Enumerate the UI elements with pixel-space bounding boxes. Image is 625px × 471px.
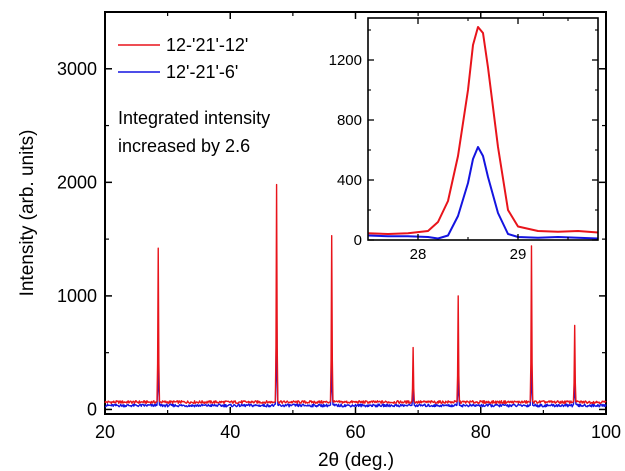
inset-y-tick-label: 1200 [329,52,362,69]
x-tick-label: 80 [471,422,491,442]
inset-y-tick-label: 800 [337,112,362,129]
inset-y-tick-label: 400 [337,172,362,189]
inset-series-group [367,26,599,240]
inset-series-line-blue [367,146,599,240]
inset-series-line-red [367,26,599,235]
y-tick-label: 0 [87,399,97,419]
x-tick-label: 40 [220,422,240,442]
inset-axis-ticks: 28 29 0 400 800 1200 [329,18,598,263]
inset-x-tick-label: 28 [410,246,427,263]
x-tick-label: 60 [345,422,365,442]
legend: 12-'21'-12' 12'-21'-6' [118,35,248,82]
main-series-group [104,183,607,408]
y-axis-label: Intensity (arb. units) [17,130,38,297]
x-tick-label: 20 [95,422,115,442]
y-tick-label: 3000 [57,59,97,79]
series-line-blue [104,290,607,408]
annotation-line-1: Integrated intensity [118,108,270,128]
legend-label-blue: 12'-21'-6' [166,62,238,82]
x-axis-label: 2θ (deg.) [318,450,394,471]
inset-plot-background [368,18,598,240]
legend-label-red: 12-'21'-12' [166,35,248,55]
inset-y-tick-label: 0 [354,232,362,249]
annotation: Integrated intensity increased by 2.6 [118,108,270,156]
x-tick-label: 100 [591,422,621,442]
annotation-line-2: increased by 2.6 [118,136,250,156]
y-tick-label: 1000 [57,286,97,306]
series-line-red [104,183,607,405]
inset-plot-frame [367,17,599,241]
y-tick-label: 2000 [57,172,97,192]
inset-x-tick-label: 29 [510,246,527,263]
